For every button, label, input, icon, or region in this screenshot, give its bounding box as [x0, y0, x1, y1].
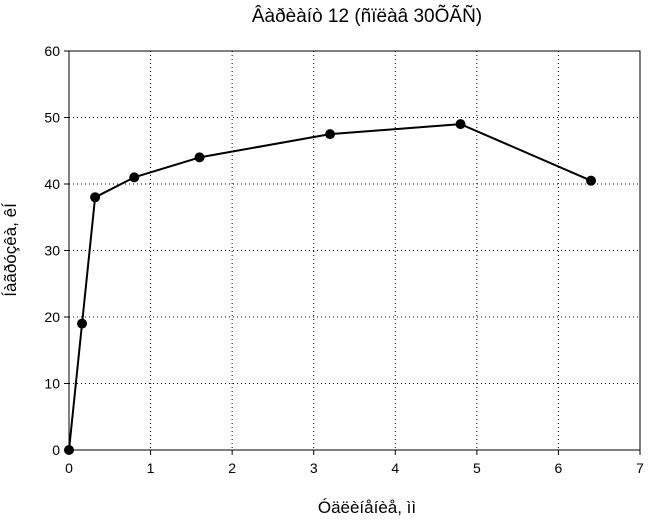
plot-area: [68, 50, 641, 451]
x-tick-label: 6: [555, 460, 563, 476]
x-tick-label: 4: [391, 460, 399, 476]
y-tick-label: 50: [44, 110, 60, 126]
data-point: [586, 175, 597, 186]
x-axis-label: Óäëèíåíèå, ìì: [318, 498, 416, 517]
series-points: [64, 119, 597, 455]
data-point: [455, 119, 466, 130]
data-point: [90, 192, 101, 203]
chart-title: Âàðèàíò 12 (ñïëàâ 30ÕÃÑ): [252, 5, 482, 27]
x-tick-label: 2: [228, 460, 236, 476]
x-tick-label: 1: [147, 460, 155, 476]
x-tick-label: 7: [636, 460, 644, 476]
y-tick-label: 30: [44, 243, 60, 259]
grid-lines: [69, 51, 640, 450]
series-line: [68, 123, 592, 451]
data-point: [194, 152, 205, 163]
axis-ticks: 0 1 2 3 4 5 6 7 0 10 20 30 40 50 60: [44, 43, 644, 476]
x-tick-label: 3: [310, 460, 318, 476]
data-point: [129, 172, 140, 183]
x-tick-label: 5: [473, 460, 481, 476]
data-point: [77, 318, 88, 329]
x-tick-label: 0: [65, 460, 73, 476]
data-line: [68, 123, 592, 451]
y-tick-label: 10: [44, 376, 60, 392]
data-point: [325, 129, 336, 140]
data-point: [64, 445, 74, 455]
y-tick-label: 60: [44, 43, 60, 59]
y-tick-label: 20: [44, 309, 60, 325]
y-axis-label: Íàãðóçêà, êÍ: [1, 203, 20, 297]
y-tick-label: 40: [44, 176, 60, 192]
y-tick-label: 0: [52, 442, 60, 458]
